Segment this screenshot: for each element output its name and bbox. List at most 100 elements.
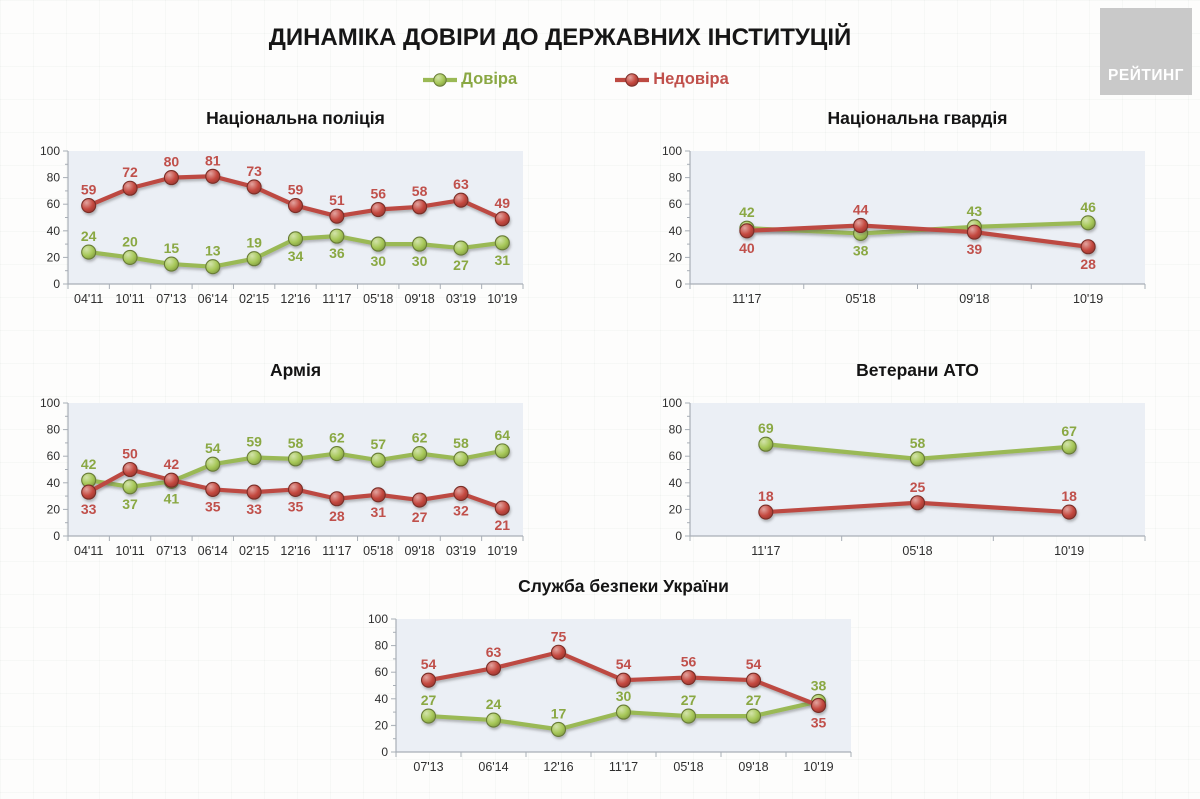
y-tick-label: 20 [669, 250, 683, 264]
chart-title-security-service: Служба безпеки України [518, 576, 729, 596]
marker-trust [163, 256, 179, 272]
marker-trust [494, 235, 510, 251]
marker-trust [287, 451, 304, 467]
marker-trust [680, 708, 697, 724]
marker-trust [246, 251, 262, 267]
value-label-trust: 42 [81, 456, 97, 472]
value-label-trust: 30 [370, 253, 386, 269]
value-label-trust: 34 [288, 248, 304, 264]
marker-distrust [246, 179, 262, 195]
marker-distrust [246, 484, 262, 500]
marker-distrust [909, 495, 926, 511]
x-tick-label: 12'16 [280, 544, 310, 558]
x-tick-label: 03'19 [446, 292, 476, 306]
x-tick-label: 03'19 [446, 544, 476, 558]
legend-item-trust: Довіра [421, 70, 517, 89]
value-label-distrust: 50 [122, 446, 138, 462]
chart-national-police: Національна поліція 0 20 40 60 80 100 04'11 10'… [26, 108, 550, 317]
marker-distrust [1080, 239, 1096, 255]
marker-distrust [615, 672, 632, 688]
distrust-legend-bead [625, 72, 639, 87]
value-label-trust: 43 [967, 203, 983, 219]
value-label-distrust: 35 [288, 498, 304, 514]
value-label-trust: 20 [122, 233, 138, 249]
chart-title-army: Армія [269, 360, 322, 380]
x-tick-label: 09'18 [404, 292, 434, 306]
value-label-trust: 27 [681, 692, 697, 708]
value-label-trust: 24 [81, 228, 97, 244]
value-label-trust: 62 [412, 430, 428, 446]
value-label-distrust: 42 [164, 456, 180, 472]
x-tick-label: 10'19 [487, 292, 517, 306]
marker-distrust [453, 485, 469, 501]
x-tick-label: 11'17 [732, 292, 761, 306]
value-label-distrust: 35 [205, 498, 221, 514]
marker-distrust [485, 660, 502, 676]
value-label-trust: 62 [329, 430, 345, 446]
y-tick-label: 20 [47, 250, 61, 264]
x-tick-label: 09'18 [404, 544, 434, 558]
marker-trust [329, 228, 345, 244]
value-label-trust: 58 [910, 435, 926, 451]
x-tick-label: 05'18 [363, 544, 393, 558]
series-line-distrust [744, 223, 1091, 249]
value-label-distrust: 31 [370, 504, 386, 520]
distrust-line-icon [615, 72, 650, 87]
value-label-distrust: 51 [329, 192, 345, 208]
value-label-distrust: 18 [758, 488, 774, 504]
chart-canvas-national-police: 0 20 40 60 80 100 04'11 10'11 07'13 06'14 02'15 12'… [40, 144, 524, 306]
y-tick-label: 0 [675, 529, 682, 543]
value-label-distrust: 81 [205, 152, 221, 168]
value-label-distrust: 27 [412, 509, 428, 525]
value-label-trust: 46 [1080, 199, 1096, 215]
marker-trust [420, 708, 437, 724]
marker-trust [453, 240, 469, 256]
y-tick-label: 100 [368, 612, 388, 626]
y-tick-label: 60 [669, 197, 683, 211]
marker-distrust [1061, 504, 1077, 520]
marker-distrust [287, 197, 304, 214]
marker-trust [494, 443, 510, 459]
legend: Довіра Недовіра [0, 70, 1150, 89]
chart-canvas-army: 0 20 40 60 80 100 04'11 10'11 07'13 06'14 02'15 12'… [40, 396, 524, 558]
y-tick-label: 20 [47, 502, 61, 516]
marker-distrust [853, 217, 869, 234]
chart-ato-veterans: Ветерани АТО 0 20 40 60 80 100 11'17 05'18 10'19… [648, 360, 1172, 569]
y-tick-label: 40 [47, 224, 61, 238]
y-tick-label: 20 [669, 502, 683, 516]
value-label-distrust: 28 [329, 508, 345, 524]
chart-title-ato-veterans: Ветерани АТО [856, 360, 979, 380]
value-label-distrust: 80 [164, 154, 180, 170]
series-trust [758, 436, 1077, 467]
y-tick-label: 40 [375, 692, 389, 706]
marker-trust [205, 456, 221, 472]
value-label-distrust: 40 [739, 240, 755, 256]
value-label-trust: 37 [122, 496, 138, 512]
x-tick-label: 10'19 [1073, 292, 1103, 306]
x-tick-label: 12'16 [280, 292, 310, 306]
marker-distrust [163, 472, 179, 488]
chart-national-guard: Національна гвардія 0 20 40 60 80 100 11'17 05'… [648, 108, 1172, 317]
x-tick-label: 02'15 [239, 544, 269, 558]
marker-distrust [287, 481, 304, 497]
marker-distrust [122, 461, 138, 478]
marker-trust [81, 244, 97, 260]
x-tick-label: 11'17 [609, 760, 638, 774]
series-distrust [81, 461, 510, 516]
y-tick-label: 100 [662, 144, 682, 158]
trust-line-icon [423, 72, 458, 87]
y-tick-label: 60 [375, 665, 389, 679]
value-label-distrust: 54 [746, 656, 762, 672]
x-tick-label: 05'18 [673, 760, 703, 774]
value-label-distrust: 56 [370, 186, 386, 202]
plot-area [68, 403, 523, 536]
value-label-trust: 58 [288, 435, 304, 451]
y-tick-label: 100 [40, 144, 60, 158]
marker-distrust [329, 491, 345, 507]
y-tick-label: 80 [669, 171, 683, 185]
marker-distrust [453, 192, 469, 208]
marker-distrust [745, 672, 762, 688]
marker-trust [758, 436, 774, 452]
marker-distrust [412, 199, 428, 215]
